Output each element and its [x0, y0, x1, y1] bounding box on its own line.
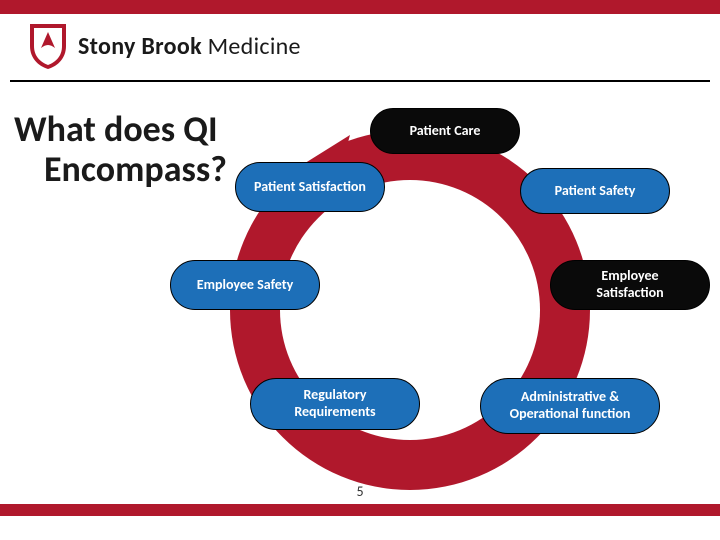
node-employee_safety: Employee Safety	[170, 260, 320, 310]
logo-text: Stony Brook Medicine	[78, 32, 301, 61]
node-patient_sat: Patient Satisfaction	[235, 162, 385, 212]
slide: Stony Brook Medicine What does QI Encomp…	[0, 0, 720, 540]
node-patient_safety: Patient Safety	[520, 168, 670, 214]
node-admin_ops: Administrative & Operational function	[480, 378, 660, 434]
top-bar	[0, 0, 720, 14]
node-regulatory: Regulatory Requirements	[250, 378, 420, 430]
logo-light: Medicine	[202, 32, 301, 61]
page-number: 5	[0, 483, 720, 500]
logo-bold: Stony Brook	[78, 32, 202, 61]
logo: Stony Brook Medicine	[28, 22, 301, 70]
node-patient_care: Patient Care	[370, 108, 520, 154]
header-divider	[10, 80, 710, 82]
shield-icon	[28, 22, 68, 70]
bottom-bar	[0, 504, 720, 516]
qi-diagram: Patient CarePatient SafetyEmployee Satis…	[150, 100, 650, 500]
node-employee_sat: Employee Satisfaction	[550, 260, 710, 310]
